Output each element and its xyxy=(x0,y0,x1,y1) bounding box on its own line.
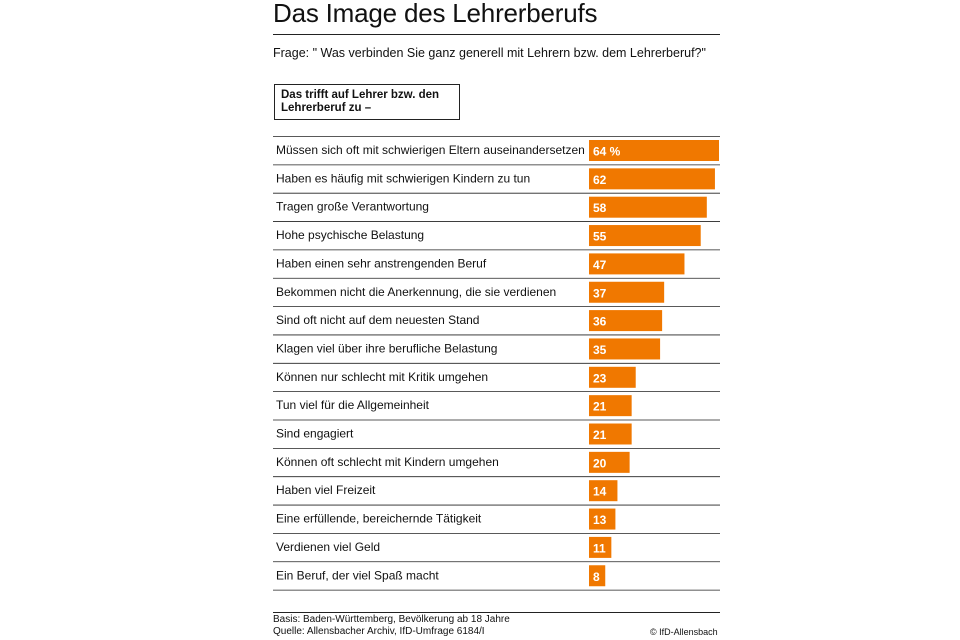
column-header-box: Das trifft auf Lehrer bzw. den Lehrerber… xyxy=(274,84,460,120)
footer-rule xyxy=(273,612,720,613)
category-label: Haben es häufig mit schwierigen Kindern … xyxy=(276,171,530,185)
bar xyxy=(589,395,632,417)
bar xyxy=(589,225,701,247)
bar-value-label: 14 xyxy=(593,485,607,499)
bar xyxy=(589,196,707,218)
bar xyxy=(589,536,612,558)
bar-value-label: 37 xyxy=(593,286,607,300)
bar-value-label: 36 xyxy=(593,315,607,329)
category-label: Müssen sich oft mit schwierigen Eltern a… xyxy=(276,143,585,157)
bar xyxy=(589,480,618,502)
bar xyxy=(589,423,632,445)
bar xyxy=(589,451,630,473)
category-label: Hohe psychische Belastung xyxy=(276,228,424,242)
category-label: Haben einen sehr anstrengenden Beruf xyxy=(276,256,487,270)
bar-value-label: 58 xyxy=(593,201,607,215)
bar xyxy=(589,565,606,587)
category-label: Klagen viel über ihre berufliche Belastu… xyxy=(276,341,497,355)
footer-basis: Basis: Baden-Württemberg, Bevölkerung ab… xyxy=(273,614,510,625)
bar xyxy=(589,338,661,360)
bar-value-label: 21 xyxy=(593,428,607,442)
bar xyxy=(589,281,665,303)
bar-value-label: 47 xyxy=(593,258,607,272)
bar-value-label: 21 xyxy=(593,400,607,414)
category-label: Tragen große Verantwortung xyxy=(276,200,429,214)
bar xyxy=(589,310,663,332)
bar-value-label: 35 xyxy=(593,343,607,357)
bar-value-label: 62 xyxy=(593,173,607,187)
category-label: Tun viel für die Allgemeinheit xyxy=(276,398,430,412)
bar xyxy=(589,140,719,161)
bar xyxy=(589,366,636,388)
bar-value-label: 55 xyxy=(593,230,607,244)
category-label: Können nur schlecht mit Kritik umgehen xyxy=(276,370,488,384)
bar-value-label: 11 xyxy=(593,541,606,555)
category-label: Können oft schlecht mit Kindern umgehen xyxy=(276,455,499,469)
bar-value-label: 23 xyxy=(593,371,607,385)
bar-value-label: 13 xyxy=(593,513,607,527)
chart-title: Das Image des Lehrerberufs xyxy=(273,0,598,28)
bar xyxy=(589,253,685,275)
category-label: Sind oft nicht auf dem neuesten Stand xyxy=(276,313,479,327)
category-label: Bekommen nicht die Anerkennung, die sie … xyxy=(276,285,556,299)
category-label: Sind engagiert xyxy=(276,427,354,441)
title-rule xyxy=(273,34,720,35)
bar-value-label: 20 xyxy=(593,456,607,470)
question-text: Frage: " Was verbinden Sie ganz generell… xyxy=(273,46,706,60)
category-label: Verdienen viel Geld xyxy=(276,540,380,554)
category-label: Eine erfüllende, bereichernde Tätigkeit xyxy=(276,512,482,526)
bar xyxy=(589,168,715,190)
bar-value-label: 64 % xyxy=(593,145,621,159)
category-label: Haben viel Freizeit xyxy=(276,483,376,497)
footer-source: Quelle: Allensbacher Archiv, IfD-Umfrage… xyxy=(273,626,485,637)
bar-value-label: 8 xyxy=(593,570,600,584)
footer-copyright: © IfD-Allensbach xyxy=(650,627,718,637)
bar xyxy=(589,508,616,530)
category-label: Ein Beruf, der viel Spaß macht xyxy=(276,568,439,582)
